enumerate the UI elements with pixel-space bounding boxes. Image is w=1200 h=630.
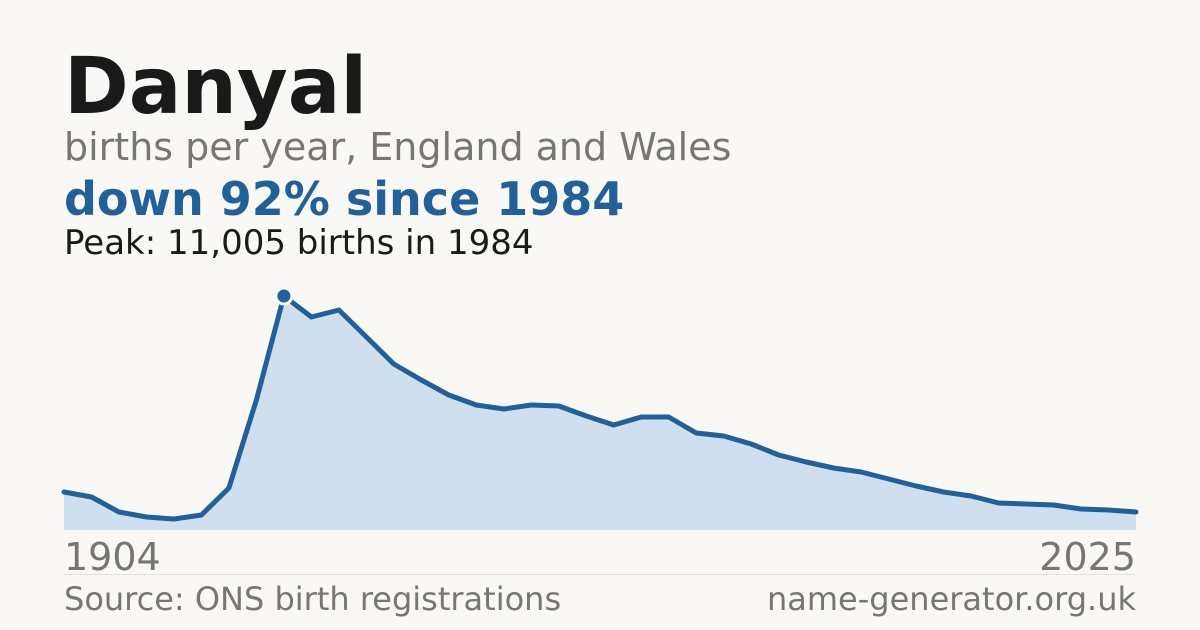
- peak-marker: [274, 286, 294, 306]
- chart-subtitle: births per year, England and Wales: [64, 125, 731, 169]
- plot-area: [61, 286, 1139, 530]
- area-fill: [64, 296, 1136, 530]
- chart-title: Danyal: [64, 42, 367, 132]
- peak-note: Peak: 11,005 births in 1984: [64, 223, 534, 263]
- source: Source: ONS birth registrations: [64, 580, 561, 618]
- line: [61, 293, 1139, 522]
- headline: down 92% since 1984: [64, 172, 624, 226]
- x-tick-label: 1904: [64, 535, 161, 579]
- x-tick-label: 2025: [1039, 535, 1136, 579]
- site: name-generator.org.uk: [767, 580, 1136, 618]
